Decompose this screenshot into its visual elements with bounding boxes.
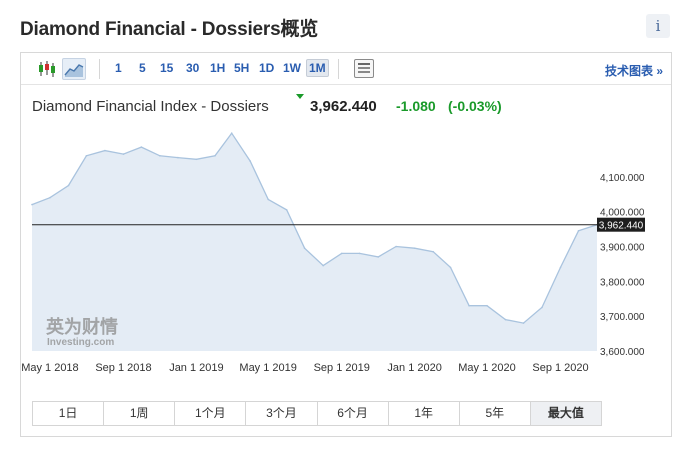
range-max[interactable]: 最大值 <box>530 402 601 425</box>
toolbar-divider <box>99 59 100 79</box>
data-point-13 <box>267 198 269 201</box>
range-1y[interactable]: 1年 <box>388 402 460 425</box>
data-point-8 <box>177 156 179 159</box>
data-point-23 <box>449 266 452 269</box>
current-price-tag: 3,962.440 <box>599 221 644 232</box>
x-tick-label: Jan 1 2019 <box>169 362 223 374</box>
data-point-19 <box>377 256 380 258</box>
timeframe-1d[interactable]: 1D <box>259 61 275 75</box>
price-change-percent: (-0.03%) <box>448 98 502 114</box>
data-point-2 <box>67 184 70 187</box>
data-point-16 <box>322 264 325 267</box>
y-tick-label: 3,700.000 <box>600 312 645 323</box>
y-tick-label: 4,000.000 <box>600 208 645 219</box>
data-point-29 <box>559 266 562 269</box>
x-tick-label: Sep 1 2018 <box>95 362 151 374</box>
data-point-4 <box>104 149 106 152</box>
data-point-12 <box>249 160 251 162</box>
last-price: 3,962.440 <box>310 98 377 115</box>
data-point-18 <box>358 252 361 255</box>
watermark-en: Investing.com <box>47 337 114 348</box>
timeframe-1h[interactable]: 1H <box>210 61 226 75</box>
data-point-9 <box>195 158 198 161</box>
x-tick-label: May 1 2020 <box>458 362 515 374</box>
chart-toolbar: 1 5 15 30 1H 5H 1D 1W 1M 技术图表 » <box>21 53 671 85</box>
range-1d[interactable]: 1日 <box>33 402 105 425</box>
candlestick-icon[interactable] <box>35 58 59 80</box>
x-tick-label: May 1 2018 <box>21 362 78 374</box>
price-chart[interactable]: 英为财情 Investing.com 3,962.440 4,100.000 4,… <box>21 53 671 393</box>
instrument-name: Diamond Financial Index - Dossiers <box>32 98 269 115</box>
page-title: Diamond Financial - Dossiers概览 <box>20 19 319 40</box>
y-tick-label: 4,100.000 <box>600 173 645 184</box>
timeframe-30[interactable]: 30 <box>186 61 200 75</box>
data-point-26 <box>504 318 507 321</box>
table-icon[interactable] <box>354 59 374 78</box>
technical-chart-link[interactable]: 技术图表 » <box>605 64 664 78</box>
data-point-25 <box>486 304 488 307</box>
data-point-20 <box>395 245 397 248</box>
watermark-cn: 英为财情 <box>45 316 118 338</box>
timeframe-15[interactable]: 15 <box>160 61 174 75</box>
data-point-3 <box>85 155 88 157</box>
y-tick-label: 3,800.000 <box>600 277 645 288</box>
data-point-22 <box>432 250 435 253</box>
y-tick-label: 3,900.000 <box>600 242 645 253</box>
watermark: 英为财情 Investing.com <box>45 316 118 348</box>
data-point-10 <box>214 155 216 157</box>
data-point-11 <box>230 132 233 134</box>
range-5y[interactable]: 5年 <box>459 402 531 425</box>
area-chart-icon[interactable] <box>62 58 86 80</box>
data-point-30 <box>577 230 580 232</box>
down-arrow-icon <box>296 94 304 99</box>
range-selector: 1日 1周 1个月 3个月 6个月 1年 5年 最大值 <box>32 401 602 426</box>
data-point-28 <box>541 306 543 309</box>
x-tick-label: Sep 1 2020 <box>532 362 588 374</box>
range-3m[interactable]: 3个月 <box>246 402 318 425</box>
info-icon[interactable]: i <box>646 14 670 38</box>
chart-widget: 1 5 15 30 1H 5H 1D 1W 1M 技术图表 » Diamond … <box>20 52 672 437</box>
timeframe-1w[interactable]: 1W <box>283 61 301 75</box>
series-line <box>31 132 598 324</box>
data-point-6 <box>140 146 143 148</box>
timeframe-1m[interactable]: 1M <box>306 59 329 77</box>
y-tick-label: 3,600.000 <box>600 347 645 358</box>
range-1m[interactable]: 1个月 <box>175 402 247 425</box>
current-price-tag-bg <box>597 217 645 232</box>
timeframe-1[interactable]: 1 <box>115 61 122 75</box>
data-point-7 <box>159 155 161 157</box>
range-1w[interactable]: 1周 <box>104 402 176 425</box>
timeframe-5h[interactable]: 5H <box>234 61 250 75</box>
toolbar-divider <box>338 59 339 79</box>
timeframe-5[interactable]: 5 <box>139 61 146 75</box>
x-tick-label: Jan 1 2020 <box>387 362 441 374</box>
range-6m[interactable]: 6个月 <box>317 402 389 425</box>
data-point-21 <box>413 247 416 249</box>
data-point-1 <box>49 196 51 199</box>
x-tick-label: May 1 2019 <box>239 362 296 374</box>
price-change: -1.080 <box>396 98 436 114</box>
data-point-27 <box>522 322 525 324</box>
series-area <box>32 133 597 351</box>
data-point-0 <box>31 203 33 206</box>
x-tick-label: Sep 1 2019 <box>314 362 370 374</box>
data-point-14 <box>285 209 288 211</box>
data-point-17 <box>340 252 343 255</box>
data-point-24 <box>468 304 470 307</box>
data-point-15 <box>303 247 306 249</box>
data-point-5 <box>122 153 125 155</box>
